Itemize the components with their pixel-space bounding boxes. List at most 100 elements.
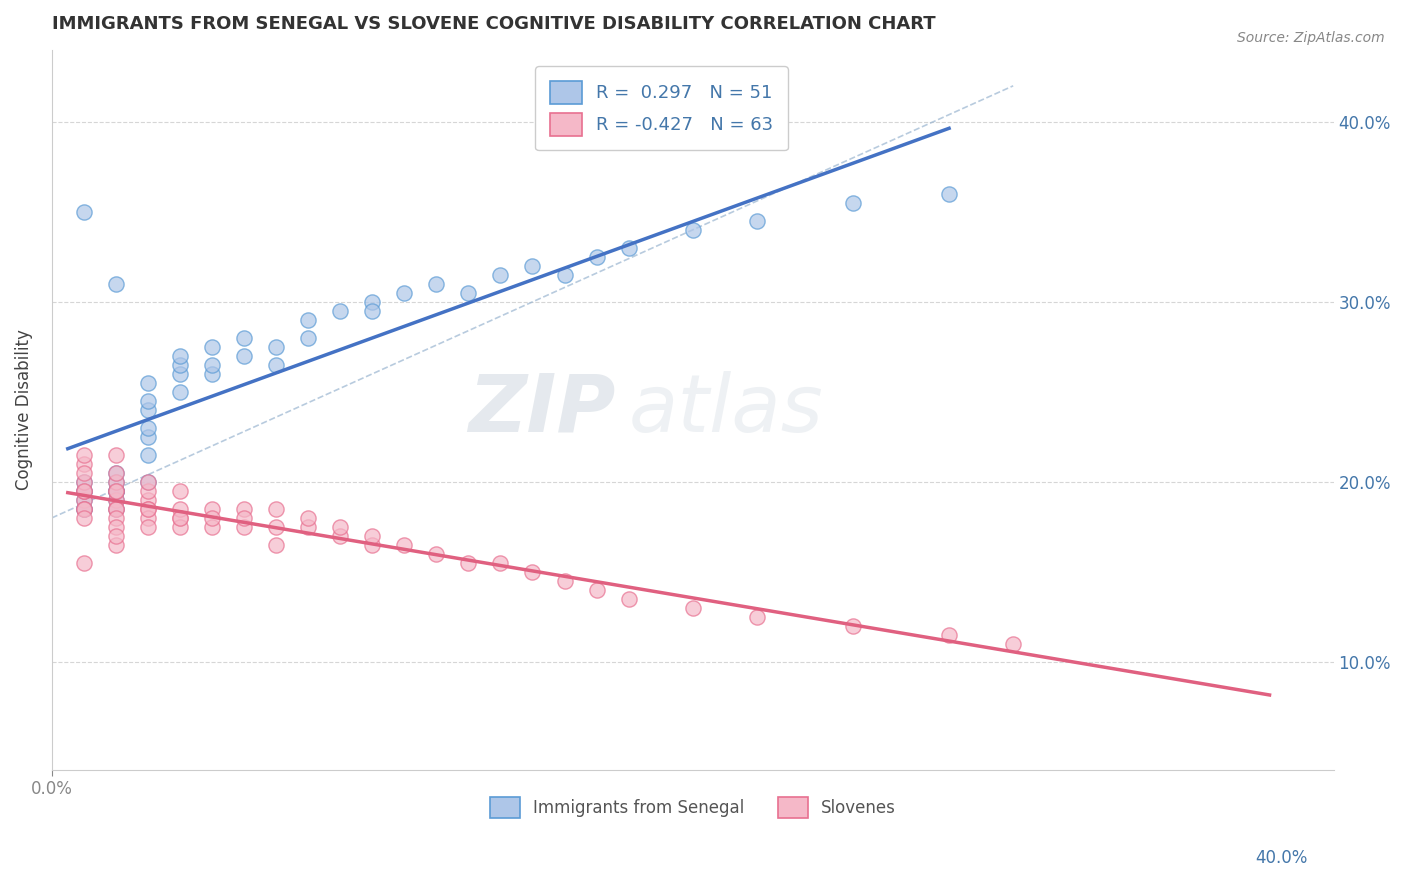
Point [169,367,191,381]
Legend: Immigrants from Senegal, Slovenes: Immigrants from Senegal, Slovenes [481,789,904,827]
Point [73,502,96,516]
Point [842,195,865,210]
Point [489,268,512,282]
Point [104,483,127,498]
Point [104,492,127,507]
Point [264,358,287,372]
Point [169,483,191,498]
Point [264,538,287,552]
Point [489,556,512,570]
Point [329,529,352,543]
Point [233,520,256,534]
Point [169,358,191,372]
Point [73,492,96,507]
Point [682,223,704,237]
Point [73,492,96,507]
Point [136,483,159,498]
Point [201,502,224,516]
Point [394,538,416,552]
Point [201,340,224,354]
Point [73,483,96,498]
Point [745,214,768,228]
Point [104,483,127,498]
Point [264,340,287,354]
Point [73,483,96,498]
Point [682,601,704,615]
Point [201,367,224,381]
Point [233,349,256,363]
Point [169,520,191,534]
Point [361,304,384,318]
Point [297,511,319,525]
Point [233,511,256,525]
Point [104,492,127,507]
Point [938,186,960,201]
Point [136,421,159,435]
Point [136,502,159,516]
Point [1002,637,1025,651]
Point [522,259,544,273]
Point [104,538,127,552]
Point [136,520,159,534]
Point [297,331,319,345]
Point [457,285,479,300]
Point [73,475,96,489]
Point [104,448,127,462]
Point [201,358,224,372]
Point [73,483,96,498]
Point [104,483,127,498]
Point [73,205,96,219]
Point [169,511,191,525]
Point [73,502,96,516]
Point [233,331,256,345]
Point [136,492,159,507]
Point [73,457,96,471]
Point [136,376,159,390]
Point [745,610,768,624]
Point [104,483,127,498]
Y-axis label: Cognitive Disability: Cognitive Disability [15,329,32,491]
Point [136,430,159,444]
Point [938,628,960,642]
Point [201,520,224,534]
Point [329,304,352,318]
Point [73,466,96,480]
Point [297,520,319,534]
Point [136,502,159,516]
Point [73,502,96,516]
Point [617,591,640,606]
Point [617,241,640,255]
Point [104,483,127,498]
Point [104,466,127,480]
Point [522,565,544,579]
Point [264,520,287,534]
Point [73,502,96,516]
Point [361,294,384,309]
Point [136,475,159,489]
Point [169,349,191,363]
Text: 40.0%: 40.0% [1256,849,1308,867]
Point [104,466,127,480]
Point [73,448,96,462]
Point [457,556,479,570]
Text: Source: ZipAtlas.com: Source: ZipAtlas.com [1237,31,1385,45]
Point [104,529,127,543]
Point [169,511,191,525]
Point [361,538,384,552]
Point [297,313,319,327]
Point [73,475,96,489]
Point [394,285,416,300]
Point [73,556,96,570]
Point [104,502,127,516]
Point [425,547,447,561]
Text: ZIP: ZIP [468,371,616,449]
Point [136,475,159,489]
Point [104,511,127,525]
Point [73,483,96,498]
Point [136,393,159,408]
Point [104,475,127,489]
Point [201,511,224,525]
Point [136,511,159,525]
Point [104,277,127,291]
Point [136,403,159,417]
